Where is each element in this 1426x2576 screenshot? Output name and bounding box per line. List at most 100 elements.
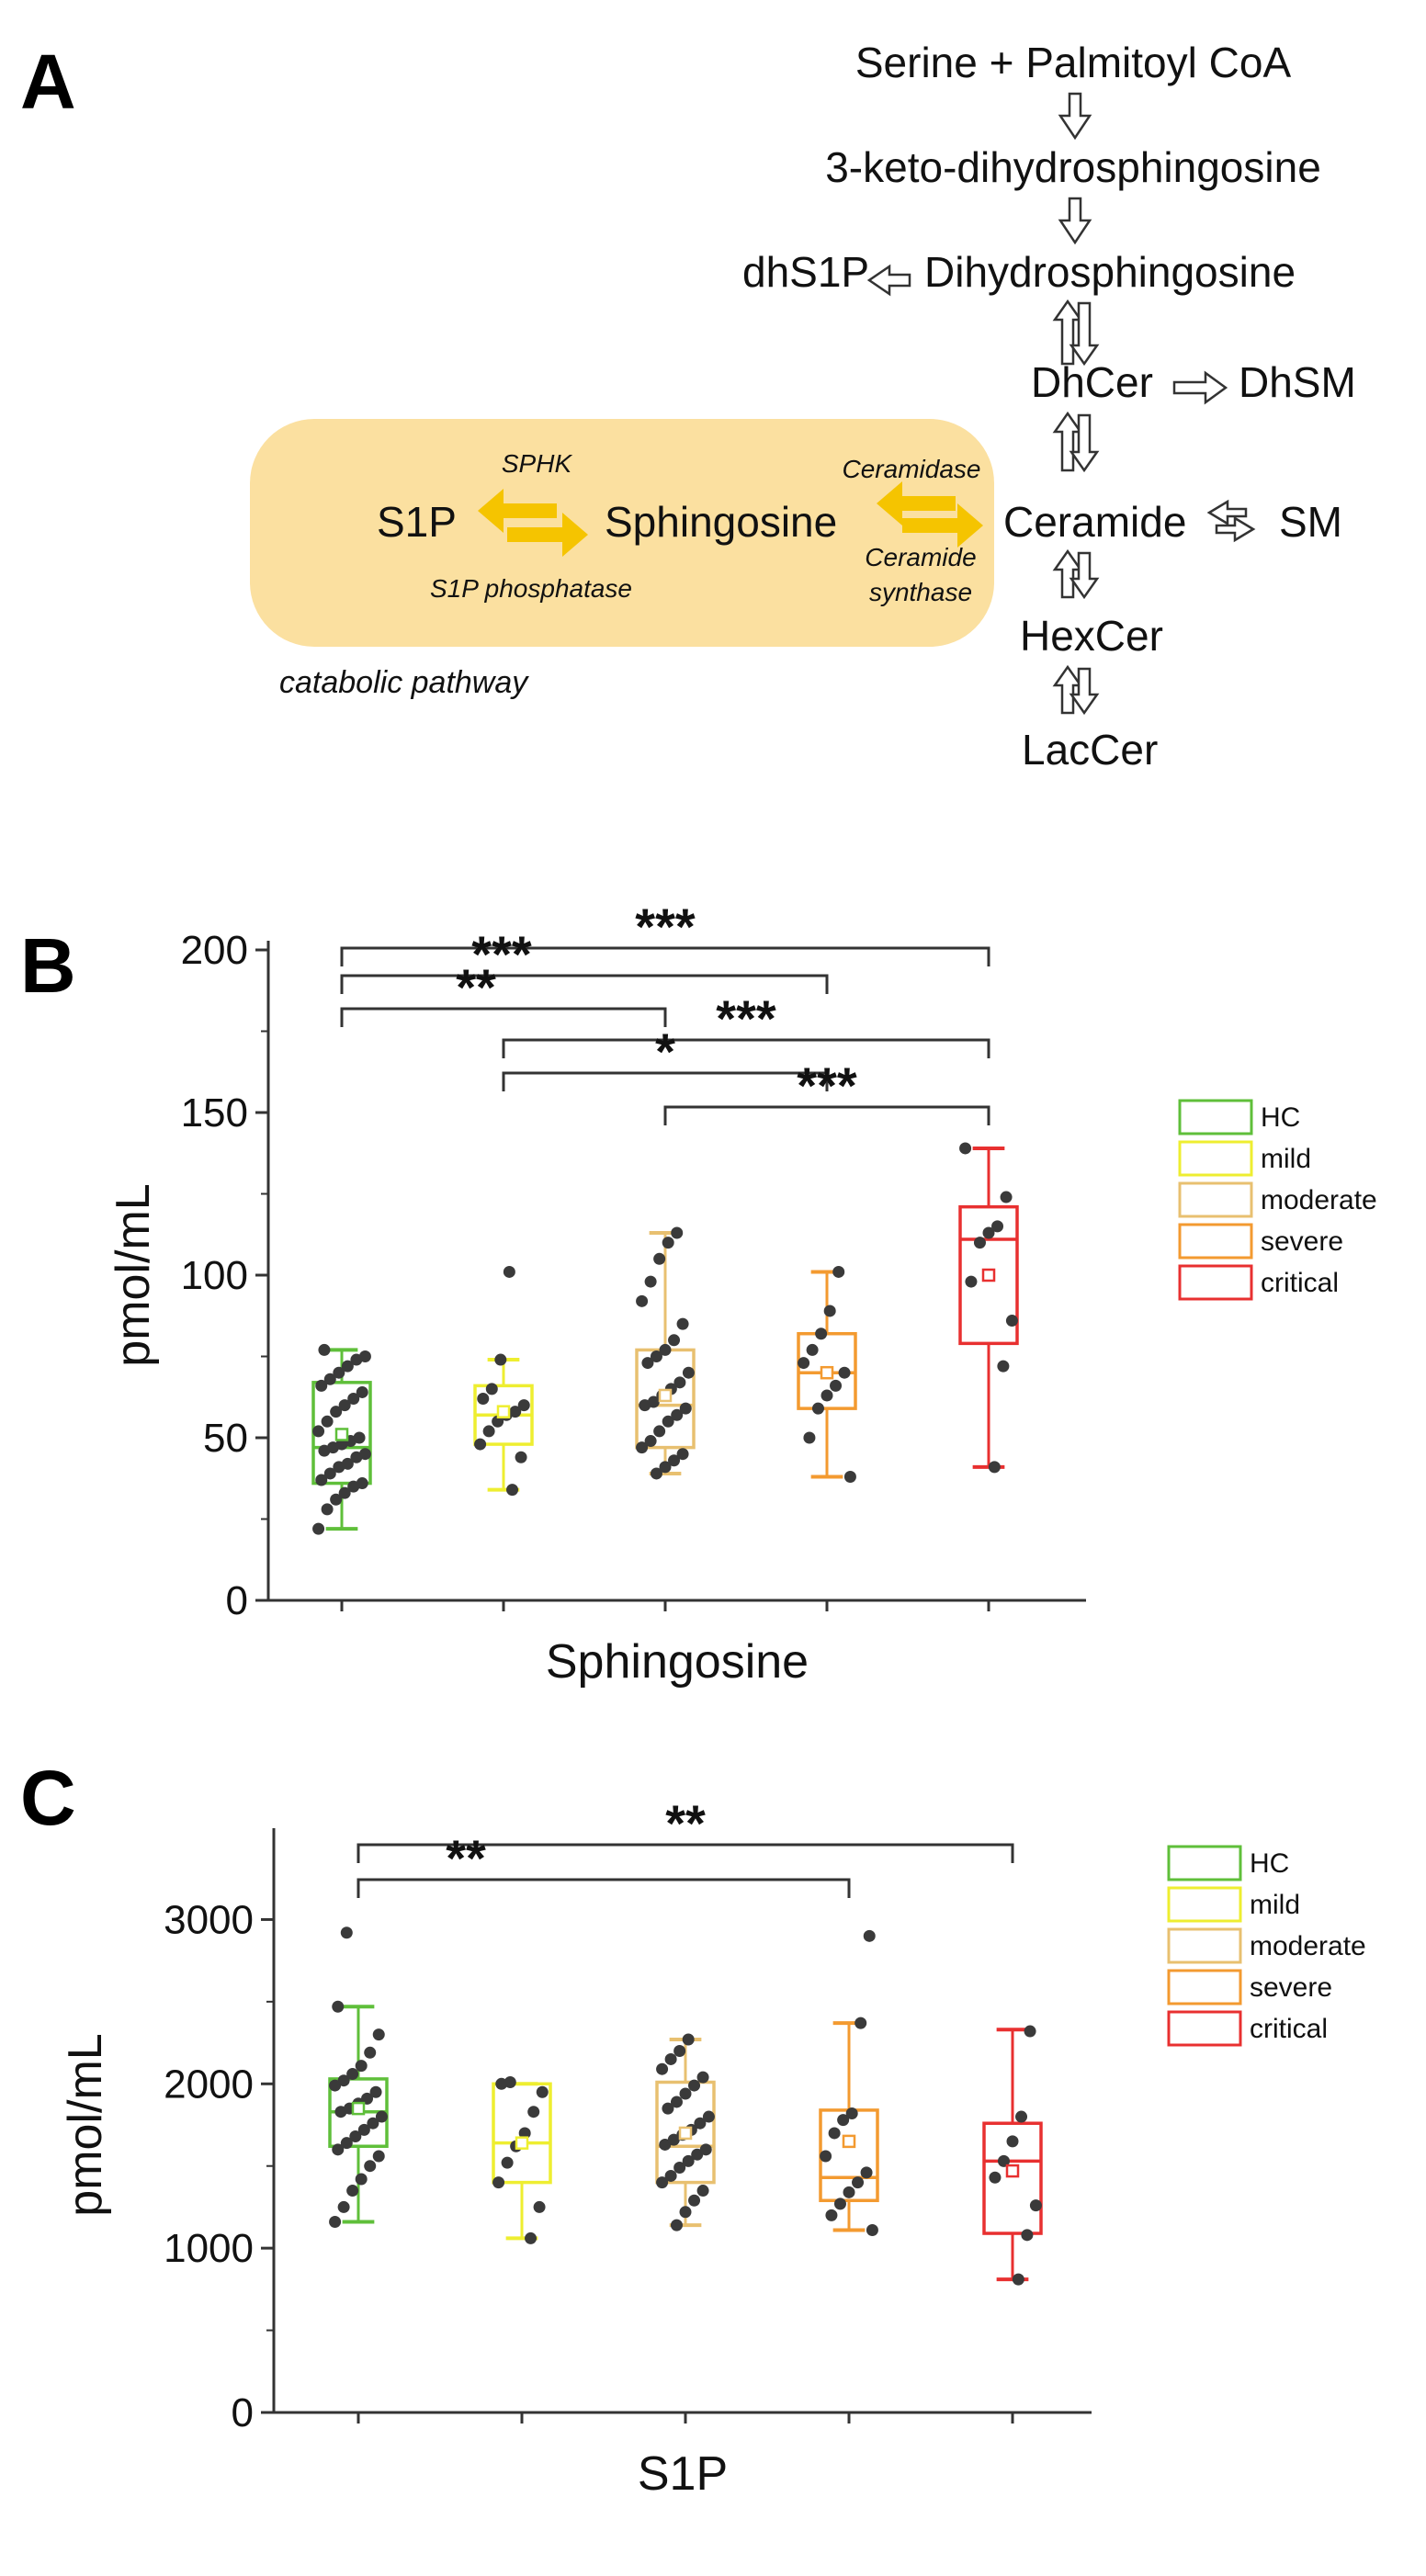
c-data-point [664,2052,677,2065]
c-data-point [699,2143,712,2156]
b-ylabel: pmol/mL [107,1183,160,1366]
b-data-point [653,1252,666,1265]
c-xlabel: S1P [638,2447,728,2501]
b-mean-marker [658,1388,673,1403]
c-data-point [688,2194,701,2207]
b-data-point [671,1408,684,1421]
c-data-point [854,2017,867,2029]
c-data-point [670,2096,683,2108]
b-data-point [1005,1315,1018,1328]
node-ceramide: Ceramide [1003,498,1186,546]
b-data-point [832,1265,845,1278]
c-data-point [679,2087,692,2100]
c-ytick-label: 2000 [164,2062,254,2107]
b-legend-label: HC [1261,1102,1300,1133]
b-data-point [641,1357,654,1370]
c-data-point [1021,2229,1034,2242]
b-data-point [356,1385,368,1398]
c-data-point [337,2200,350,2213]
hollow-arrow-right-dhsm [1172,370,1228,405]
b-ytick-label: 100 [181,1253,248,1298]
c-data-point [662,2102,674,2115]
b-data-point [485,1383,498,1395]
b-data-point [676,1317,689,1330]
c-legend-label: severe [1250,1972,1332,2003]
b-data-point [358,1448,371,1461]
c-data-point [355,2060,368,2073]
s1p-boxplot: 0 1000 2000 3000 pmol/mL S1P ** ** HC mild moderat… [59,1794,1366,2501]
yellow-arrow-s1p-sphingosine [478,489,588,557]
b-mean-marker [981,1268,996,1282]
b-data-point [474,1438,487,1451]
b-data-point [965,1275,978,1288]
c-data-point [825,2209,838,2221]
c-ytick-label: 1000 [164,2226,254,2271]
sphingosine-boxplot: 050100150200pmol/mLSphingosine**********… [107,898,1377,1689]
bidir-arrow-ceramide-hexcer [1052,548,1100,600]
c-data-point [679,2206,692,2219]
b-data-point [515,1451,527,1463]
b-data-point [315,1474,328,1486]
bidir-arrow-dihydro-dhcer [1052,299,1100,367]
b-data-point [650,1467,662,1480]
c-sig-label: ** [446,1829,486,1887]
b-data-point [959,1142,972,1155]
b-sig-bracket [340,946,990,966]
b-legend-swatch [1178,1181,1253,1218]
bidir-arrow-dhcer-ceramide [1052,411,1100,473]
c-data-point [536,2085,549,2098]
b-ytick-label: 150 [181,1090,248,1135]
c-legend-swatch [1167,1886,1242,1923]
b-data-point [492,1415,504,1428]
c-data-point [329,2079,342,2092]
panel-c-label: C [20,1755,76,1841]
b-data-point [647,1395,660,1408]
c-data-point [688,2079,701,2092]
c-legend-label: HC [1250,1848,1289,1879]
c-sig-bracket [356,1878,851,1898]
c-data-point [369,2085,382,2098]
c-data-point [682,2154,695,2167]
c-data-point [997,2154,1010,2167]
b-data-point [659,1461,672,1474]
c-data-point [860,2166,873,2179]
b-data-point [830,1379,843,1392]
b-sig-bracket [502,1038,990,1058]
c-sig-label: ** [665,1794,706,1852]
node-dhcer: DhCer [1031,358,1153,406]
b-data-point [644,1275,657,1288]
b-legend-label: severe [1261,1226,1343,1257]
node-sphingosine: Sphingosine [605,498,837,546]
b-data-point [679,1402,692,1415]
c-sig-bracket [356,1843,1014,1863]
b-data-point [636,1294,649,1307]
c-data-point [525,2231,538,2244]
b-data-point [662,1415,674,1428]
hollow-arrow-down-1 [1058,92,1092,141]
c-mean-marker [842,2134,856,2149]
b-data-point [338,1486,351,1499]
c-data-point [656,2176,669,2189]
c-data-point [372,2150,385,2163]
c-data-point [659,2138,672,2151]
c-legend-swatch [1167,1845,1242,1881]
b-legend-label: moderate [1261,1185,1377,1215]
b-data-point [356,1477,368,1490]
b-data-point [353,1431,366,1444]
b-data-point [973,1237,986,1249]
c-data-point [337,2074,350,2087]
c-data-point [866,2223,878,2236]
b-data-point [506,1484,519,1497]
c-data-point [361,2092,374,2105]
c-data-point [702,2110,715,2123]
panel-a-label: A [20,39,76,125]
node-dhsm: DhSM [1239,358,1356,406]
c-data-point [332,2000,345,2013]
node-s1p: S1P [377,498,457,546]
c-data-point [682,2033,695,2046]
b-sig-bracket [340,1007,667,1027]
b-legend-swatch [1178,1223,1253,1260]
c-data-point [863,1929,876,1942]
b-mean-marker [334,1428,349,1441]
b-data-point [333,1366,345,1379]
